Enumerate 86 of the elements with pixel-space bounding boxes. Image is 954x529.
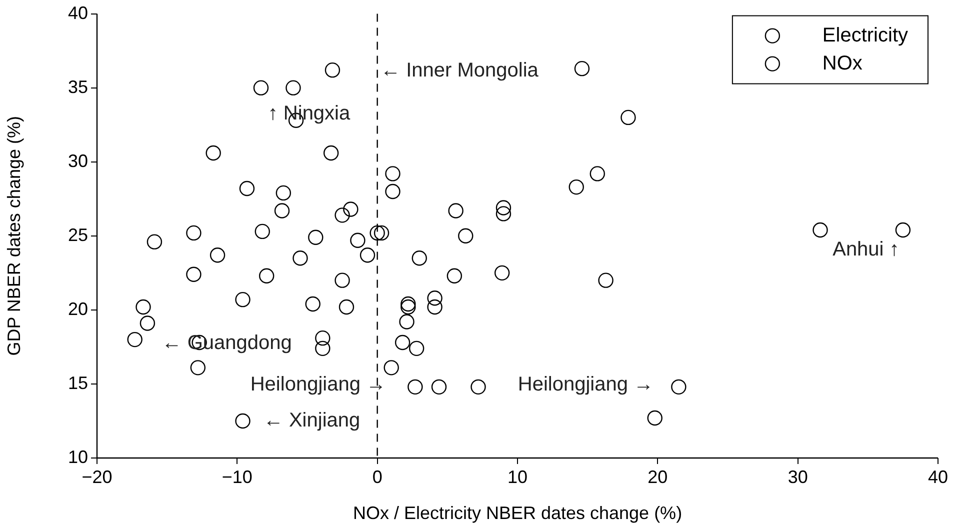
point — [140, 316, 156, 331]
point — [446, 268, 462, 284]
y-tick-label: 10 — [68, 446, 88, 467]
point — [334, 208, 350, 223]
x-tick-label: 20 — [648, 466, 668, 487]
annotation: Heilongjiang → — [250, 373, 386, 396]
point — [598, 272, 614, 288]
point — [812, 222, 828, 238]
annotation: Heilongjiang → — [518, 373, 654, 396]
point — [431, 379, 447, 395]
x-tick-label: 10 — [507, 466, 528, 487]
point — [448, 203, 464, 218]
x-axis-title: NOx / Electricity NBER dates change (%) — [352, 503, 682, 524]
point — [620, 110, 636, 126]
point — [235, 413, 250, 429]
point — [458, 228, 474, 244]
point — [186, 266, 202, 282]
point — [308, 230, 324, 245]
y-tick-label: 25 — [68, 224, 88, 245]
y-axis-title: GDP NBER dates change (%) — [4, 116, 24, 356]
y-tick-label: 35 — [68, 76, 88, 97]
point — [136, 299, 151, 315]
annotation: Anhui ↑ — [832, 238, 900, 260]
point — [427, 299, 442, 315]
x-tick-label: 40 — [928, 466, 948, 487]
point — [574, 60, 590, 76]
point — [315, 330, 330, 346]
point — [408, 379, 423, 395]
point — [323, 145, 339, 161]
point — [496, 206, 512, 222]
point — [274, 203, 290, 218]
point — [671, 379, 686, 395]
point — [146, 234, 162, 250]
point — [408, 340, 424, 356]
point — [400, 299, 416, 315]
point — [399, 314, 414, 330]
point — [239, 180, 255, 196]
x-tick-label: −20 — [82, 466, 112, 487]
point — [350, 232, 366, 248]
point — [494, 265, 510, 281]
point — [385, 184, 400, 200]
legend-label: Electricity — [822, 24, 908, 46]
annotation: ↑ Ningxia — [268, 102, 351, 124]
point — [305, 296, 320, 312]
point — [590, 166, 605, 182]
point — [186, 225, 202, 241]
x-tick-label: 30 — [788, 466, 808, 487]
point — [385, 166, 400, 182]
point — [276, 185, 292, 201]
y-tick-label: 20 — [68, 298, 88, 319]
point — [286, 80, 301, 96]
point — [254, 224, 270, 240]
point — [338, 299, 354, 315]
point — [394, 334, 410, 350]
point — [259, 268, 274, 284]
point — [384, 360, 399, 376]
point — [427, 290, 442, 306]
point — [206, 145, 221, 161]
point — [470, 379, 486, 395]
point — [360, 248, 376, 263]
x-tick-label: 0 — [372, 466, 382, 487]
point — [370, 225, 385, 241]
y-tick-label: 40 — [68, 2, 88, 23]
y-tick-label: 30 — [68, 150, 88, 171]
annotation: ← Xinjiang — [263, 410, 360, 432]
legend-label: NOx — [822, 52, 862, 74]
point — [568, 179, 584, 195]
point — [235, 292, 250, 308]
x-tick-label: −10 — [222, 466, 252, 487]
point — [647, 410, 662, 426]
point — [190, 360, 206, 376]
point — [210, 248, 226, 263]
point — [253, 80, 269, 96]
point — [292, 250, 308, 266]
y-tick-label: 15 — [68, 372, 88, 393]
point — [400, 296, 416, 312]
point — [412, 250, 427, 266]
point — [895, 222, 911, 238]
point — [334, 272, 350, 288]
annotation: ← Inner Mongolia — [380, 60, 540, 82]
point — [127, 332, 142, 348]
point — [496, 200, 512, 216]
point — [324, 62, 340, 78]
point — [374, 225, 390, 241]
point — [315, 340, 330, 356]
point — [343, 202, 358, 217]
